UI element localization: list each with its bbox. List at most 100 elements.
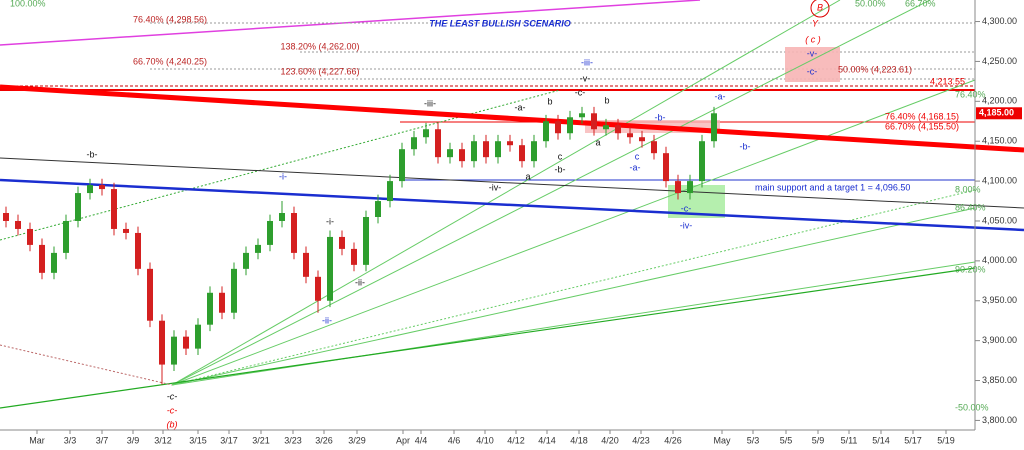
candle-body <box>219 292 225 313</box>
y-tick-label: 3,900.00 <box>982 335 1017 345</box>
trendline <box>0 178 1024 232</box>
candle-body <box>3 213 9 221</box>
x-tick-label: 3/15 <box>189 435 207 445</box>
candle-body <box>303 252 309 277</box>
candle-body <box>675 181 681 194</box>
x-tick-label: May <box>713 435 731 445</box>
x-tick-label: 3/26 <box>315 435 333 445</box>
candle-body <box>411 137 417 150</box>
annotation: -b- <box>740 141 751 151</box>
candle-body <box>327 236 333 301</box>
candle-body <box>243 252 249 269</box>
fan-line <box>171 207 976 386</box>
candle-body <box>147 268 153 321</box>
x-tick-label: Mar <box>29 435 45 445</box>
annotation: 66.70% <box>905 0 936 8</box>
annotation: 8.00% <box>955 184 981 194</box>
candle-body <box>627 133 633 138</box>
fan-line <box>171 0 931 386</box>
chart-title: THE LEAST BULLISH SCENARIO <box>429 18 571 28</box>
annotation: ( c ) <box>805 34 821 44</box>
candle-body <box>519 145 525 162</box>
annotation: -c- <box>167 405 178 415</box>
annotation: Y <box>812 18 819 28</box>
annotation: (b) <box>167 419 178 429</box>
candle-body <box>459 149 465 162</box>
y-tick-label: 4,300.00 <box>982 16 1017 26</box>
candle-body <box>231 268 237 313</box>
x-tick-label: 5/11 <box>841 435 858 445</box>
annotation: -v- <box>580 73 591 83</box>
y-tick-label: 3,850.00 <box>982 375 1017 385</box>
candle-body <box>363 216 369 265</box>
x-tick-label: 5/14 <box>872 435 890 445</box>
x-tick-label: 4/6 <box>448 435 461 445</box>
y-tick-label: 4,150.00 <box>982 136 1017 146</box>
candle-body <box>687 181 693 194</box>
x-tick-label: 4/12 <box>507 435 525 445</box>
candle-body <box>99 185 105 190</box>
annotation: a <box>525 171 530 181</box>
annotation: -iii- <box>581 57 593 67</box>
y-tick-label: 4,000.00 <box>982 255 1017 265</box>
candle-body <box>123 228 129 233</box>
annotation: 66.70% (4,240.25) <box>133 56 207 66</box>
annotation: B <box>817 2 823 12</box>
x-tick-label: 5/3 <box>747 435 760 445</box>
x-tick-label: 4/10 <box>476 435 494 445</box>
x-tick-label: 5/5 <box>780 435 793 445</box>
fan-line <box>171 189 976 386</box>
annotation: -c- <box>167 391 178 401</box>
candle-body <box>351 248 357 265</box>
x-tick-label: 5/17 <box>904 435 922 445</box>
candle-body <box>387 181 393 202</box>
annotation: -b- <box>655 112 666 122</box>
candle-body <box>531 141 537 162</box>
candle-body <box>195 324 201 349</box>
last-price-label: 4,185.00 <box>979 108 1014 118</box>
candle-body <box>711 113 717 142</box>
annotation: 76.40% (4,298.56) <box>133 14 207 24</box>
annotation: 66.70% (4,155.50) <box>885 121 959 131</box>
annotation: b <box>604 95 609 105</box>
annotation: -ii- <box>355 277 365 287</box>
annotation: -c- <box>681 203 692 213</box>
annotation: 100.00% <box>10 0 46 8</box>
x-tick-label: 5/9 <box>812 435 825 445</box>
candle-body <box>207 292 213 325</box>
y-tick-label: 3,800.00 <box>982 415 1017 425</box>
x-tick-label: 4/18 <box>570 435 588 445</box>
candle-body <box>507 141 513 146</box>
annotation: -iv- <box>489 182 502 192</box>
zone <box>785 47 840 82</box>
candle-body <box>183 336 189 349</box>
candle-body <box>651 141 657 154</box>
annotation: -i- <box>326 216 334 226</box>
candle-body <box>111 189 117 229</box>
annotation: 90.20% <box>955 264 986 274</box>
annotation: -a- <box>715 91 726 101</box>
candle-body <box>315 276 321 301</box>
candle-body <box>471 141 477 162</box>
candle-body <box>159 320 165 365</box>
annotation: -i- <box>279 171 287 181</box>
y-tick-label: 4,050.00 <box>982 215 1017 225</box>
x-tick-label: 3/12 <box>154 435 172 445</box>
candle-body <box>339 236 345 249</box>
annotation: 76.40% <box>955 89 986 99</box>
candle-body <box>483 141 489 158</box>
candle-body <box>579 113 585 118</box>
candle-body <box>171 336 177 365</box>
fan-line <box>171 79 976 386</box>
annotation: 50.00% <box>855 0 886 8</box>
candle-body <box>75 193 81 221</box>
candle-body <box>267 220 273 245</box>
fan-line <box>171 0 841 386</box>
x-tick-label: 3/21 <box>252 435 270 445</box>
x-tick-label: 4/4 <box>415 435 428 445</box>
candle-body <box>63 220 69 253</box>
candle-body <box>435 129 441 158</box>
annotation: 76.40% (4,168.15) <box>885 111 959 121</box>
candle-body <box>639 137 645 142</box>
